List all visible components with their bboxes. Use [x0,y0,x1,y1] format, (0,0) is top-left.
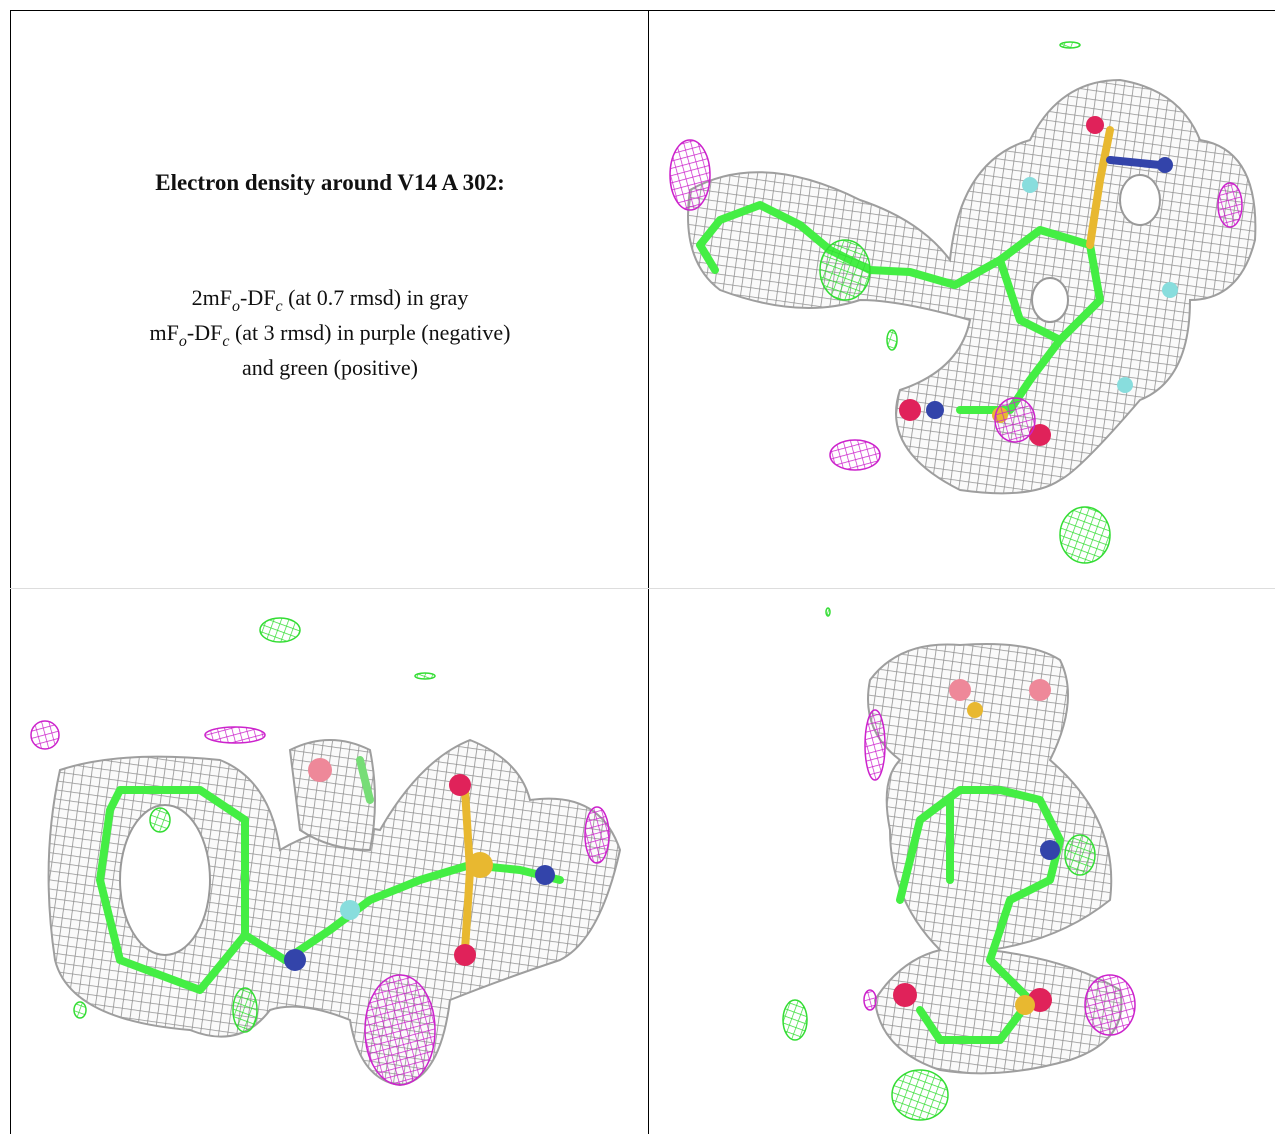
atom [1162,282,1178,298]
subscript: o [179,333,187,350]
text-segment: 2mF [192,285,232,310]
ring-hole [119,804,211,956]
negative-density [863,989,877,1011]
positive-density [1064,834,1096,876]
density-images [30,41,1257,1121]
atom [1015,995,1035,1015]
atom [1157,157,1173,173]
subscript: c [275,298,282,315]
negative-density [364,974,436,1086]
atom [449,774,471,796]
atom [454,944,476,966]
atom [893,983,917,1007]
atom [1117,377,1133,393]
positive-density [825,607,831,617]
atom [284,949,306,971]
subscript: c [222,333,229,350]
text-segment: (at 3 rmsd) in purple (negative) [229,320,510,345]
text-segment: and green (positive) [242,355,418,380]
atom [899,399,921,421]
negative-density [994,397,1036,443]
caption-line: 2mFo-DFc (at 0.7 rmsd) in gray [192,285,469,315]
text-segment: -DF [187,320,222,345]
atom [308,758,332,782]
negative-density [864,709,886,781]
positive-density [259,617,301,643]
caption-title: Electron density around V14 A 302: [155,170,505,195]
positive-density [819,239,871,301]
negative-density [584,806,610,864]
text-segment: mF [150,320,179,345]
bond [1106,156,1164,169]
positive-density [1059,41,1081,49]
positive-density [782,999,808,1041]
bond [356,756,374,804]
atom [1040,840,1060,860]
positive-density [886,329,898,351]
atom [467,852,493,878]
negative-density [829,439,881,471]
ring-hole [1031,277,1069,323]
positive-density [149,807,171,833]
bond [1086,126,1114,249]
bond [956,336,1064,414]
caption-line: and green (positive) [242,355,418,380]
positive-density [73,1001,87,1019]
subscript: o [232,298,240,315]
density-mesh [687,78,1257,495]
atom [1029,424,1051,446]
table-lines [10,10,1275,1134]
positive-density [891,1069,949,1121]
atom [340,900,360,920]
atom [1086,116,1104,134]
atom [1029,679,1051,701]
atom [1022,177,1038,193]
atom [926,401,944,419]
text-segment: (at 0.7 rmsd) in gray [283,285,469,310]
atom [535,865,555,885]
positive-density [1059,506,1111,564]
density-mesh [288,739,376,852]
negative-density [1217,182,1243,228]
negative-density [30,720,60,750]
bond [696,201,1104,344]
bond [896,786,1064,1044]
negative-density [1084,974,1136,1036]
atom [967,702,983,718]
negative-density [669,139,711,211]
negative-density [204,726,266,744]
bond [96,786,249,994]
caption-line: mFo-DFc (at 3 rmsd) in purple (negative) [150,320,511,350]
positive-density [414,672,436,680]
atom [949,679,971,701]
positive-density [232,987,258,1033]
text-segment: -DF [240,285,275,310]
ring-hole [1119,174,1161,226]
